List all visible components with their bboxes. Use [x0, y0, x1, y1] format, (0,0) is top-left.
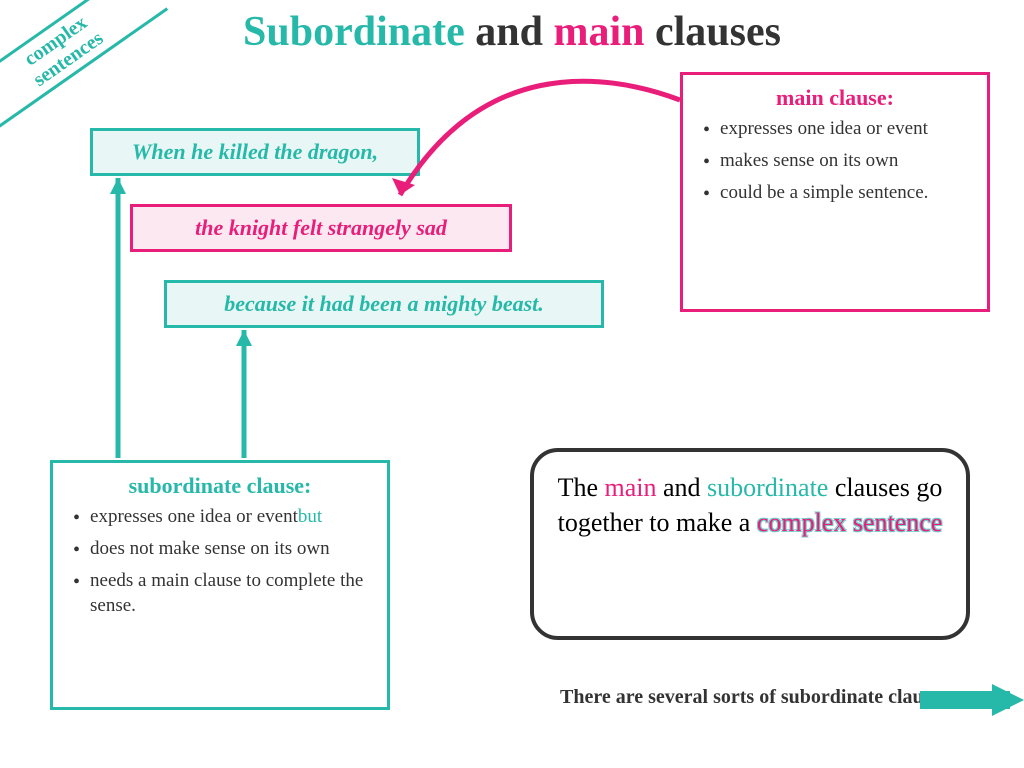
title-and: and — [475, 9, 543, 55]
clause-1-box: When he killed the dragon, — [90, 128, 420, 176]
clause-3-text: because it had been a mighty beast. — [224, 291, 544, 316]
main-clause-item: expresses one idea or event — [703, 117, 975, 143]
subordinate-clause-title: subordinate clause: — [65, 473, 375, 499]
main-clause-item: could be a simple sentence. — [703, 181, 975, 207]
callout-main: main — [604, 473, 656, 502]
page-title: Subordinate and main clauses — [0, 8, 1024, 56]
main-clause-list: expresses one idea or event makes sense … — [695, 117, 975, 207]
title-subordinate: Subordinate — [243, 9, 465, 55]
clause-3-box: because it had been a mighty beast. — [164, 280, 604, 328]
clause-2-text: the knight felt strangely sad — [195, 215, 447, 240]
subordinate-clause-item: expresses one idea or event but — [73, 505, 375, 531]
clause-2-box: the knight felt strangely sad — [130, 204, 512, 252]
callout-subordinate: subordinate — [707, 473, 828, 502]
summary-callout: The main and subordinate clauses go toge… — [530, 448, 970, 640]
title-clauses: clauses — [655, 9, 781, 55]
clause-1-text: When he killed the dragon, — [132, 139, 378, 164]
main-clause-panel: main clause: expresses one idea or event… — [680, 72, 990, 312]
subordinate-clause-list: expresses one idea or event but does not… — [65, 505, 375, 618]
callout-complex-sentence: complex sentence — [757, 508, 943, 537]
footnote-text: There are several sorts of subordinate c… — [560, 686, 945, 709]
title-main: main — [553, 9, 644, 55]
subordinate-clause-item: does not make sense on its own — [73, 537, 375, 563]
subordinate-clause-panel: subordinate clause: expresses one idea o… — [50, 460, 390, 710]
main-clause-title: main clause: — [695, 85, 975, 111]
subordinate-clause-item: needs a main clause to complete the sens… — [73, 569, 375, 618]
main-clause-item: makes sense on its own — [703, 149, 975, 175]
